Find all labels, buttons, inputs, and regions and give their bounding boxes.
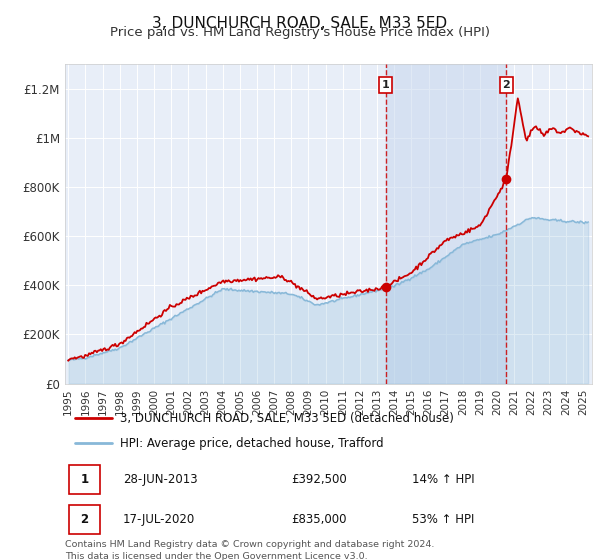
Bar [386,64,506,384]
Text: HPI: Average price, detached house, Trafford: HPI: Average price, detached house, Traf… [120,437,384,450]
Text: 2: 2 [80,513,88,526]
Text: 14% ↑ HPI: 14% ↑ HPI [412,473,475,486]
Text: 1: 1 [382,80,389,90]
Text: 2: 2 [503,80,511,90]
Text: Contains HM Land Registry data © Crown copyright and database right 2024.
This d: Contains HM Land Registry data © Crown c… [65,540,434,560]
Text: 3, DUNCHURCH ROAD, SALE, M33 5ED (detached house): 3, DUNCHURCH ROAD, SALE, M33 5ED (detach… [120,412,454,424]
Text: 1: 1 [80,473,88,486]
FancyBboxPatch shape [69,465,100,494]
Text: £835,000: £835,000 [292,513,347,526]
Text: 17-JUL-2020: 17-JUL-2020 [123,513,195,526]
Text: Price paid vs. HM Land Registry's House Price Index (HPI): Price paid vs. HM Land Registry's House … [110,26,490,39]
Text: 3, DUNCHURCH ROAD, SALE, M33 5ED: 3, DUNCHURCH ROAD, SALE, M33 5ED [152,16,448,31]
Text: 28-JUN-2013: 28-JUN-2013 [123,473,197,486]
Text: 53% ↑ HPI: 53% ↑ HPI [412,513,475,526]
Text: £392,500: £392,500 [292,473,347,486]
FancyBboxPatch shape [69,505,100,534]
